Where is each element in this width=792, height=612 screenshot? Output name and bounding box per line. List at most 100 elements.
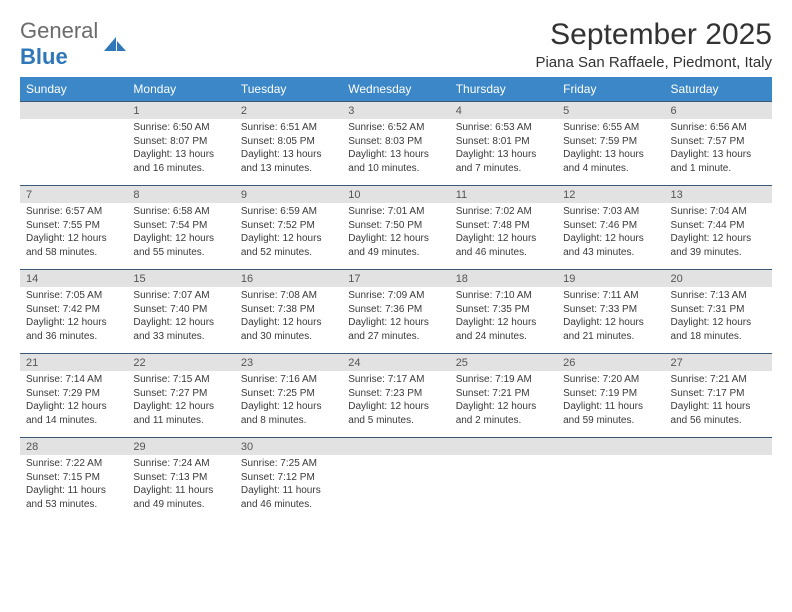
calendar-day-cell: 12Sunrise: 7:03 AMSunset: 7:46 PMDayligh… xyxy=(557,186,664,270)
calendar-day-cell: 10Sunrise: 7:01 AMSunset: 7:50 PMDayligh… xyxy=(342,186,449,270)
calendar-week-row: 14Sunrise: 7:05 AMSunset: 7:42 PMDayligh… xyxy=(20,270,772,354)
daylight-text: Daylight: 12 hours and 30 minutes. xyxy=(241,316,336,343)
sunrise-text: Sunrise: 6:50 AM xyxy=(133,121,228,135)
daylight-text: Daylight: 13 hours and 1 minute. xyxy=(671,148,766,175)
day-data: Sunrise: 7:17 AMSunset: 7:23 PMDaylight:… xyxy=(342,371,449,431)
brand-sail-icon xyxy=(102,35,128,53)
sunset-text: Sunset: 7:44 PM xyxy=(671,219,766,233)
calendar-week-row: 21Sunrise: 7:14 AMSunset: 7:29 PMDayligh… xyxy=(20,354,772,438)
brand-part2: Blue xyxy=(20,44,68,69)
day-number: 17 xyxy=(342,270,449,287)
header: General Blue September 2025 Piana San Ra… xyxy=(20,18,772,71)
calendar-week-row: 1Sunrise: 6:50 AMSunset: 8:07 PMDaylight… xyxy=(20,102,772,186)
day-number: 27 xyxy=(665,354,772,371)
sunrise-text: Sunrise: 7:14 AM xyxy=(26,373,121,387)
daylight-text: Daylight: 12 hours and 55 minutes. xyxy=(133,232,228,259)
calendar-header: SundayMondayTuesdayWednesdayThursdayFrid… xyxy=(20,77,772,102)
day-number: 16 xyxy=(235,270,342,287)
sunset-text: Sunset: 7:33 PM xyxy=(563,303,658,317)
sunset-text: Sunset: 7:23 PM xyxy=(348,387,443,401)
weekday-header: Monday xyxy=(127,77,234,102)
sunrise-text: Sunrise: 6:59 AM xyxy=(241,205,336,219)
weekday-header: Sunday xyxy=(20,77,127,102)
sunset-text: Sunset: 7:46 PM xyxy=(563,219,658,233)
daylight-text: Daylight: 12 hours and 14 minutes. xyxy=(26,400,121,427)
sunset-text: Sunset: 7:42 PM xyxy=(26,303,121,317)
sunset-text: Sunset: 7:35 PM xyxy=(456,303,551,317)
sunset-text: Sunset: 7:25 PM xyxy=(241,387,336,401)
calendar-day-cell: 23Sunrise: 7:16 AMSunset: 7:25 PMDayligh… xyxy=(235,354,342,438)
brand-logo: General Blue xyxy=(20,18,128,70)
weekday-header: Wednesday xyxy=(342,77,449,102)
day-data: Sunrise: 7:13 AMSunset: 7:31 PMDaylight:… xyxy=(665,287,772,347)
day-number: 21 xyxy=(20,354,127,371)
day-data: Sunrise: 7:25 AMSunset: 7:12 PMDaylight:… xyxy=(235,455,342,515)
day-data: Sunrise: 6:57 AMSunset: 7:55 PMDaylight:… xyxy=(20,203,127,263)
sunrise-text: Sunrise: 7:17 AM xyxy=(348,373,443,387)
calendar-day-cell: 22Sunrise: 7:15 AMSunset: 7:27 PMDayligh… xyxy=(127,354,234,438)
sunset-text: Sunset: 7:15 PM xyxy=(26,471,121,485)
day-number: 2 xyxy=(235,102,342,119)
calendar-day-cell xyxy=(20,102,127,186)
daylight-text: Daylight: 11 hours and 46 minutes. xyxy=(241,484,336,511)
sunrise-text: Sunrise: 7:19 AM xyxy=(456,373,551,387)
day-number: 23 xyxy=(235,354,342,371)
day-number: 24 xyxy=(342,354,449,371)
calendar-day-cell: 15Sunrise: 7:07 AMSunset: 7:40 PMDayligh… xyxy=(127,270,234,354)
sunset-text: Sunset: 7:19 PM xyxy=(563,387,658,401)
daylight-text: Daylight: 11 hours and 53 minutes. xyxy=(26,484,121,511)
day-number: 8 xyxy=(127,186,234,203)
brand-part1: General xyxy=(20,18,98,43)
daylight-text: Daylight: 13 hours and 16 minutes. xyxy=(133,148,228,175)
day-data: Sunrise: 7:16 AMSunset: 7:25 PMDaylight:… xyxy=(235,371,342,431)
sunset-text: Sunset: 7:29 PM xyxy=(26,387,121,401)
weekday-header: Tuesday xyxy=(235,77,342,102)
calendar-day-cell xyxy=(557,438,664,522)
sunset-text: Sunset: 7:38 PM xyxy=(241,303,336,317)
day-number: 13 xyxy=(665,186,772,203)
calendar-day-cell: 20Sunrise: 7:13 AMSunset: 7:31 PMDayligh… xyxy=(665,270,772,354)
calendar-day-cell: 6Sunrise: 6:56 AMSunset: 7:57 PMDaylight… xyxy=(665,102,772,186)
daylight-text: Daylight: 12 hours and 52 minutes. xyxy=(241,232,336,259)
day-data: Sunrise: 7:19 AMSunset: 7:21 PMDaylight:… xyxy=(450,371,557,431)
sunrise-text: Sunrise: 7:11 AM xyxy=(563,289,658,303)
day-number: 9 xyxy=(235,186,342,203)
sunset-text: Sunset: 8:05 PM xyxy=(241,135,336,149)
day-data: Sunrise: 7:14 AMSunset: 7:29 PMDaylight:… xyxy=(20,371,127,431)
daylight-text: Daylight: 12 hours and 8 minutes. xyxy=(241,400,336,427)
day-number: 5 xyxy=(557,102,664,119)
sunrise-text: Sunrise: 6:51 AM xyxy=(241,121,336,135)
calendar-day-cell: 9Sunrise: 6:59 AMSunset: 7:52 PMDaylight… xyxy=(235,186,342,270)
daylight-text: Daylight: 12 hours and 2 minutes. xyxy=(456,400,551,427)
calendar-day-cell: 8Sunrise: 6:58 AMSunset: 7:54 PMDaylight… xyxy=(127,186,234,270)
daylight-text: Daylight: 11 hours and 56 minutes. xyxy=(671,400,766,427)
sunrise-text: Sunrise: 7:05 AM xyxy=(26,289,121,303)
sunrise-text: Sunrise: 6:55 AM xyxy=(563,121,658,135)
sunset-text: Sunset: 8:07 PM xyxy=(133,135,228,149)
sunrise-text: Sunrise: 7:22 AM xyxy=(26,457,121,471)
day-number: 10 xyxy=(342,186,449,203)
day-data: Sunrise: 7:02 AMSunset: 7:48 PMDaylight:… xyxy=(450,203,557,263)
calendar-day-cell: 13Sunrise: 7:04 AMSunset: 7:44 PMDayligh… xyxy=(665,186,772,270)
sunrise-text: Sunrise: 7:20 AM xyxy=(563,373,658,387)
day-data: Sunrise: 7:08 AMSunset: 7:38 PMDaylight:… xyxy=(235,287,342,347)
title-block: September 2025 Piana San Raffaele, Piedm… xyxy=(535,18,772,71)
day-data: Sunrise: 7:05 AMSunset: 7:42 PMDaylight:… xyxy=(20,287,127,347)
brand-text: General Blue xyxy=(20,18,98,70)
daylight-text: Daylight: 12 hours and 36 minutes. xyxy=(26,316,121,343)
sunset-text: Sunset: 7:59 PM xyxy=(563,135,658,149)
calendar-day-cell xyxy=(342,438,449,522)
calendar-day-cell: 17Sunrise: 7:09 AMSunset: 7:36 PMDayligh… xyxy=(342,270,449,354)
calendar-day-cell: 21Sunrise: 7:14 AMSunset: 7:29 PMDayligh… xyxy=(20,354,127,438)
daylight-text: Daylight: 13 hours and 7 minutes. xyxy=(456,148,551,175)
sunset-text: Sunset: 7:50 PM xyxy=(348,219,443,233)
day-number: 18 xyxy=(450,270,557,287)
sunset-text: Sunset: 7:36 PM xyxy=(348,303,443,317)
sunrise-text: Sunrise: 6:53 AM xyxy=(456,121,551,135)
day-number: 15 xyxy=(127,270,234,287)
sunrise-text: Sunrise: 7:15 AM xyxy=(133,373,228,387)
day-data: Sunrise: 6:52 AMSunset: 8:03 PMDaylight:… xyxy=(342,119,449,179)
sunrise-text: Sunrise: 7:03 AM xyxy=(563,205,658,219)
daylight-text: Daylight: 12 hours and 39 minutes. xyxy=(671,232,766,259)
sunset-text: Sunset: 7:21 PM xyxy=(456,387,551,401)
